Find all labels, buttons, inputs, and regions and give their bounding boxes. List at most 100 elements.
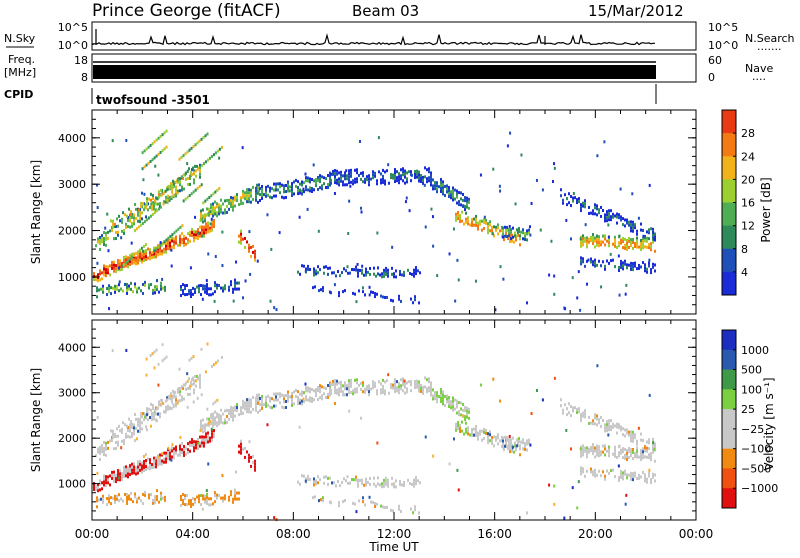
power-cell xyxy=(164,189,167,193)
power-cell xyxy=(594,261,596,265)
power-cell xyxy=(376,179,378,183)
velocity-cell xyxy=(383,484,385,488)
power-cell xyxy=(193,181,195,185)
velocity-cell xyxy=(228,498,230,502)
power-cell xyxy=(160,281,162,285)
velocity-cell xyxy=(152,406,154,410)
power-cell xyxy=(348,181,350,185)
velocity-cell xyxy=(221,474,224,478)
power-cell xyxy=(464,196,466,200)
velocity-cell xyxy=(460,413,462,417)
velocity-cell xyxy=(636,446,638,450)
velocity-cell xyxy=(630,436,632,440)
power-cell xyxy=(127,218,129,222)
velocity-cell xyxy=(406,387,408,391)
power-cell xyxy=(184,287,186,291)
velocity-cell xyxy=(196,495,198,499)
power-cell xyxy=(394,171,396,175)
power-cell xyxy=(281,183,283,187)
velocity-cell xyxy=(528,438,530,442)
velocity-cell xyxy=(238,450,240,454)
velocity-cell xyxy=(644,473,646,477)
velocity-cell xyxy=(97,486,99,490)
power-cell xyxy=(218,203,220,207)
power-cell xyxy=(197,233,199,237)
velocity-cell xyxy=(167,451,169,455)
colorbar-swatch xyxy=(722,349,736,371)
power-cell xyxy=(167,247,169,251)
power-cell xyxy=(152,200,155,204)
velocity-cell xyxy=(196,396,199,400)
power-cell xyxy=(129,225,131,229)
velocity-cell xyxy=(198,500,200,504)
velocity-cell xyxy=(340,383,342,387)
power-cell xyxy=(594,245,596,249)
velocity-cell xyxy=(108,497,110,501)
velocity-cell xyxy=(121,427,123,431)
power-cell xyxy=(214,290,216,294)
velocity-cell xyxy=(624,453,626,457)
power-cell xyxy=(337,269,339,273)
velocity-cell xyxy=(115,474,117,478)
velocity-cell xyxy=(462,408,464,412)
power-cell xyxy=(452,227,455,231)
velocity-cell xyxy=(626,454,628,458)
velocity-cell xyxy=(155,412,157,416)
power-cell xyxy=(235,260,238,264)
power-cell xyxy=(255,198,257,202)
velocity-cell xyxy=(640,455,642,459)
power-cell xyxy=(317,271,319,275)
power-cell xyxy=(139,252,141,256)
velocity-cell xyxy=(502,445,504,449)
power-cell xyxy=(640,222,642,226)
power-cell xyxy=(96,261,99,265)
velocity-cell xyxy=(119,429,121,433)
power-cell xyxy=(261,190,263,194)
power-cell xyxy=(117,224,119,228)
velocity-cell xyxy=(382,384,384,388)
power-cell xyxy=(414,173,416,177)
velocity-cell xyxy=(240,439,242,443)
power-cell xyxy=(99,241,101,245)
velocity-cell xyxy=(213,435,215,439)
velocity-cell xyxy=(103,450,105,454)
velocity-cell xyxy=(97,450,99,454)
velocity-cell xyxy=(211,432,213,436)
velocity-colorbar-tick-label: −500 xyxy=(741,462,771,475)
velocity-cell xyxy=(121,439,123,443)
power-cell xyxy=(400,177,402,181)
velocity-cell xyxy=(541,398,544,402)
velocity-cell xyxy=(155,456,157,460)
velocity-cell xyxy=(149,416,151,420)
velocity-cell xyxy=(120,474,123,478)
power-cell xyxy=(654,232,656,236)
velocity-cell xyxy=(586,449,588,453)
velocity-cell xyxy=(269,399,271,403)
velocity-cell xyxy=(156,489,158,493)
power-cell xyxy=(403,273,405,277)
velocity-cell xyxy=(467,429,469,433)
power-cell xyxy=(301,192,303,196)
velocity-cell xyxy=(160,403,163,407)
power-cell xyxy=(220,286,222,290)
power-cell xyxy=(607,223,610,227)
velocity-cell xyxy=(487,435,489,439)
velocity-cell xyxy=(188,499,190,503)
power-cell xyxy=(198,165,201,169)
power-cell xyxy=(254,255,256,259)
velocity-cell xyxy=(149,353,152,357)
power-cell xyxy=(212,211,214,215)
power-cell xyxy=(562,198,564,202)
power-cell xyxy=(161,252,163,256)
velocity-cell xyxy=(483,427,485,431)
power-cell xyxy=(612,242,614,246)
velocity-cell xyxy=(618,423,620,427)
power-cell xyxy=(632,220,634,224)
power-cell xyxy=(156,279,158,283)
power-cell xyxy=(598,235,600,239)
power-cell xyxy=(487,222,489,226)
velocity-cell xyxy=(167,404,169,408)
velocity-cell xyxy=(143,418,145,422)
power-cell xyxy=(622,217,624,221)
